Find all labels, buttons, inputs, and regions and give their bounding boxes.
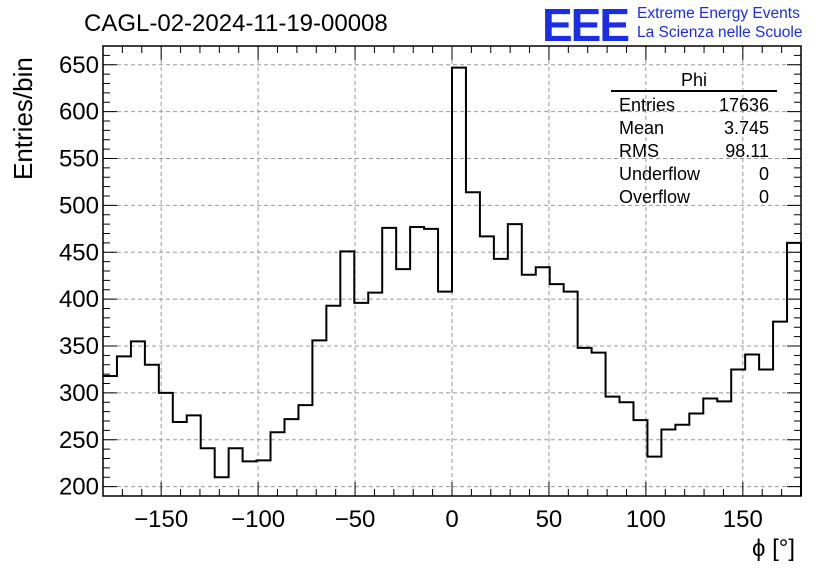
- logo-line-2: La Scienza nelle Scuole: [637, 24, 803, 41]
- stats-label: Underflow: [619, 164, 701, 184]
- x-tick-label: 100: [626, 506, 666, 533]
- chart-title: CAGL-02-2024-11-19-00008: [84, 10, 388, 37]
- stats-label: Entries: [619, 95, 676, 115]
- eee-logo: EEE: [542, 0, 630, 51]
- stats-row-mean: Mean 3.745: [611, 117, 777, 140]
- y-tick-label: 400: [59, 286, 99, 313]
- stats-value: 0: [758, 187, 769, 207]
- stats-value: 98.11: [725, 141, 769, 161]
- histogram-line: [103, 66, 802, 496]
- stats-row-underflow: Underflow 0: [611, 163, 777, 186]
- x-tick-label: −100: [231, 506, 285, 533]
- x-tick-label: −50: [335, 506, 376, 533]
- y-tick-label: 550: [59, 146, 99, 173]
- stats-label: Overflow: [619, 187, 691, 207]
- x-tick-label: 0: [445, 506, 458, 533]
- x-axis-label: ϕ [°]: [752, 535, 796, 562]
- y-tick-label: 450: [59, 239, 99, 266]
- y-tick-label: 600: [59, 99, 99, 126]
- stats-value: 0: [758, 164, 769, 184]
- x-tick-label: 150: [723, 506, 763, 533]
- stats-divider: [611, 90, 777, 92]
- stats-row-entries: Entries 17636: [611, 94, 777, 117]
- y-tick-label: 350: [59, 333, 99, 360]
- y-tick-label: 200: [59, 474, 99, 501]
- logo-caption: Extreme Energy Events La Scienza nelle S…: [637, 4, 802, 42]
- x-tick-label: 50: [536, 506, 563, 533]
- y-tick-label: 650: [59, 52, 99, 79]
- stats-label: RMS: [619, 141, 659, 161]
- stats-value: 3.745: [723, 118, 769, 138]
- logo-line-1: Extreme Energy Events: [637, 5, 800, 22]
- y-tick-label: 500: [59, 192, 99, 219]
- y-tick-label: 300: [59, 380, 99, 407]
- stats-title: Phi: [680, 70, 707, 90]
- x-tick-label: −150: [134, 506, 188, 533]
- stats-row-overflow: Overflow 0: [611, 186, 777, 209]
- y-tick-label: 250: [59, 427, 99, 454]
- stats-row-rms: RMS 98.11: [611, 140, 777, 163]
- stats-label: Mean: [619, 118, 665, 138]
- stats-box: Phi Entries 17636 Mean 3.745 RMS 98.11 Unde…: [611, 70, 777, 209]
- stats-value: 17636: [718, 95, 769, 115]
